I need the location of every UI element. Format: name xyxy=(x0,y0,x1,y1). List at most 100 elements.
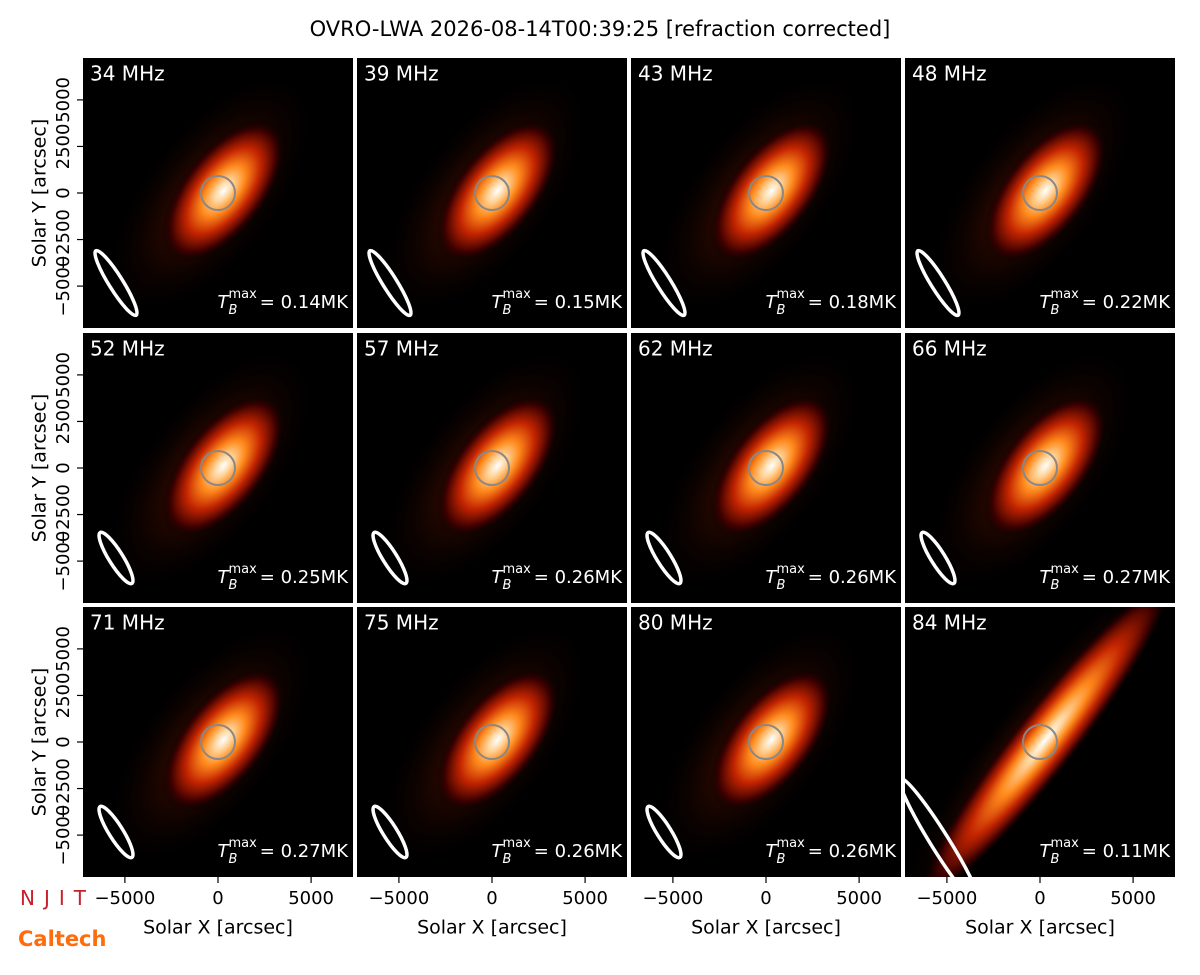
beam xyxy=(371,804,409,860)
y-tick-label: 2500 xyxy=(53,399,74,445)
y-tick-label: −5000 xyxy=(53,805,74,866)
tb-max-label: TBmax = 0.22MK xyxy=(1040,287,1172,318)
emission-source xyxy=(983,119,1108,263)
solar-disk xyxy=(1022,175,1058,211)
y-axis-label: Solar Y [arcsec] xyxy=(29,668,51,816)
y-tick-label: −2500 xyxy=(53,209,74,270)
x-tick-label: −5000 xyxy=(916,888,977,909)
y-tick-label: 5000 xyxy=(53,77,74,123)
tb-superscript: max xyxy=(1050,562,1079,577)
emission-source xyxy=(435,394,560,538)
emission-source xyxy=(161,119,286,263)
tb-value: = 0.22MK xyxy=(1082,292,1171,313)
tb-subscript: B xyxy=(1051,852,1060,867)
solar-disk xyxy=(1022,724,1058,760)
solar-disk xyxy=(200,450,236,486)
tb-symbol: T xyxy=(1040,567,1053,588)
solar-disk xyxy=(200,175,236,211)
tb-superscript: max xyxy=(502,287,531,302)
tb-subscript: B xyxy=(777,578,786,593)
tb-symbol: T xyxy=(1040,292,1053,313)
beam xyxy=(919,530,957,586)
panel xyxy=(357,58,627,328)
panel-title: 34 MHz xyxy=(90,62,165,86)
emission-source xyxy=(709,394,834,538)
x-tick-label: 5000 xyxy=(1110,888,1156,909)
x-tick-label: 0 xyxy=(212,888,223,909)
tb-max-label: TBmax = 0.26MK xyxy=(766,836,898,867)
solar-disk xyxy=(474,724,510,760)
tb-value: = 0.15MK xyxy=(534,292,623,313)
tb-max-label: TBmax = 0.26MK xyxy=(492,836,624,867)
panel xyxy=(905,607,1175,877)
solar-disk xyxy=(748,724,784,760)
x-tick-label: 0 xyxy=(760,888,771,909)
beam xyxy=(905,776,983,877)
tb-subscript: B xyxy=(229,578,238,593)
x-axis-label: Solar X [arcsec] xyxy=(417,917,567,939)
x-tick-label: −5000 xyxy=(642,888,703,909)
tb-subscript: B xyxy=(503,303,512,318)
tb-symbol: T xyxy=(492,841,505,862)
beam xyxy=(97,804,135,860)
y-tick-label: −2500 xyxy=(53,758,74,819)
y-tick-label: 5000 xyxy=(53,626,74,672)
emission-source xyxy=(983,394,1108,538)
tb-symbol: T xyxy=(492,567,505,588)
tb-max-label: TBmax = 0.26MK xyxy=(766,562,898,593)
tb-value: = 0.25MK xyxy=(260,567,349,588)
panel xyxy=(83,607,353,877)
panel xyxy=(905,58,1175,328)
beam xyxy=(367,248,413,318)
tb-superscript: max xyxy=(228,287,257,302)
panel-title: 43 MHz xyxy=(638,62,713,86)
tb-superscript: max xyxy=(502,836,531,851)
tb-subscript: B xyxy=(503,578,512,593)
tb-max-label: TBmax = 0.15MK xyxy=(492,287,624,318)
tb-symbol: T xyxy=(218,841,231,862)
y-tick-label: −5000 xyxy=(53,531,74,592)
tb-symbol: T xyxy=(218,292,231,313)
emission-source xyxy=(435,119,560,263)
y-tick-label: 0 xyxy=(53,462,74,473)
beam xyxy=(645,804,683,860)
tb-max-label: TBmax = 0.26MK xyxy=(492,562,624,593)
x-tick-label: 5000 xyxy=(836,888,882,909)
beam xyxy=(645,530,683,586)
y-axis-label: Solar Y [arcsec] xyxy=(29,394,51,542)
solar-disk xyxy=(474,175,510,211)
y-tick-label: −2500 xyxy=(53,484,74,545)
tb-max-label: TBmax = 0.18MK xyxy=(766,287,898,318)
tb-superscript: max xyxy=(228,562,257,577)
solar-disk xyxy=(474,450,510,486)
tb-symbol: T xyxy=(492,292,505,313)
tb-superscript: max xyxy=(502,562,531,577)
x-axis-label: Solar X [arcsec] xyxy=(965,917,1115,939)
solar-disk xyxy=(200,724,236,760)
panel xyxy=(631,607,901,877)
tb-value: = 0.26MK xyxy=(808,841,897,862)
x-axis-label: Solar X [arcsec] xyxy=(691,917,841,939)
panel-title: 66 MHz xyxy=(912,337,987,361)
beam xyxy=(641,248,687,318)
panel-title: 52 MHz xyxy=(90,337,165,361)
tb-value: = 0.11MK xyxy=(1082,841,1171,862)
tb-symbol: T xyxy=(766,292,779,313)
emission-source xyxy=(919,607,1172,877)
tb-subscript: B xyxy=(1051,578,1060,593)
panel xyxy=(357,333,627,603)
y-tick-label: 2500 xyxy=(53,673,74,719)
emission-source xyxy=(709,668,834,812)
panel-title: 71 MHz xyxy=(90,611,165,635)
tb-subscript: B xyxy=(777,852,786,867)
tb-symbol: T xyxy=(218,567,231,588)
y-axis-label: Solar Y [arcsec] xyxy=(29,119,51,267)
y-tick-label: 5000 xyxy=(53,352,74,398)
panel xyxy=(905,333,1175,603)
panel xyxy=(357,607,627,877)
tb-superscript: max xyxy=(1050,836,1079,851)
panel xyxy=(83,58,353,328)
panel-title: 62 MHz xyxy=(638,337,713,361)
beam xyxy=(915,248,961,318)
